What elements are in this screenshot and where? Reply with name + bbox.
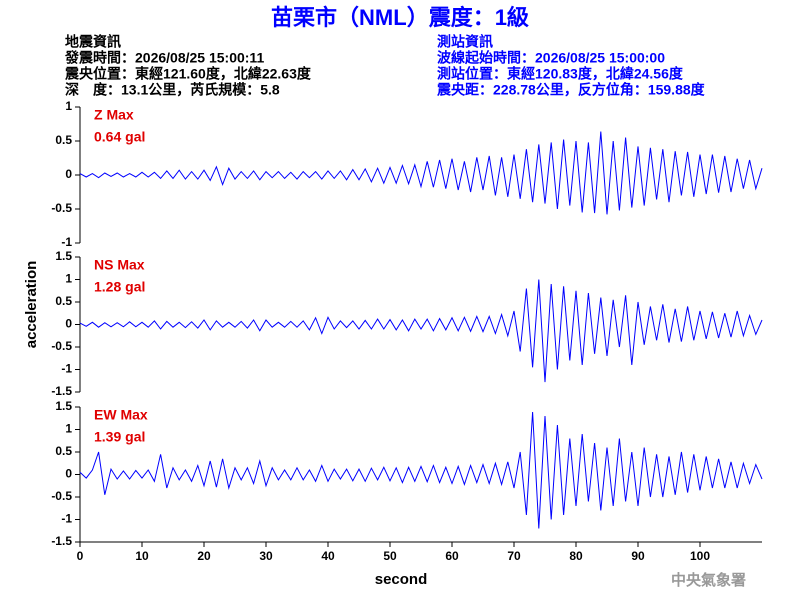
y-tick-label: 0.5	[55, 133, 72, 147]
y-tick-label: -1	[61, 235, 72, 249]
y-tick-label: 0	[65, 467, 72, 481]
annotation: 0.64 gal	[94, 129, 145, 145]
y-tick-label: -1.5	[51, 384, 72, 398]
info-line: 波線起始時間：2026/08/25 15:00:00	[437, 50, 665, 66]
y-tick-label: -0.5	[51, 201, 72, 215]
x-tick-label: 70	[507, 549, 521, 563]
x-tick-label: 50	[383, 549, 397, 563]
x-tick-label: 40	[321, 549, 335, 563]
x-tick-label: 80	[569, 549, 583, 563]
y-tick-label: 0	[65, 317, 72, 331]
y-tick-label: 1.5	[55, 399, 72, 413]
annotation: Z Max	[94, 107, 134, 123]
x-tick-label: 90	[631, 549, 645, 563]
info-line: 發震時間：2026/08/25 15:00:11	[64, 50, 264, 66]
y-tick-label: 0.5	[55, 444, 72, 458]
chart-title: 苗栗市（NML）震度：1級	[271, 5, 529, 30]
y-tick-label: -1	[61, 362, 72, 376]
info-line: 震央位置：東經121.60度，北緯22.63度	[64, 66, 312, 82]
annotation: NS Max	[94, 257, 145, 273]
x-tick-label: 30	[259, 549, 273, 563]
info-line: 測站位置：東經120.83度，北緯24.56度	[437, 66, 684, 82]
y-tick-label: -1.5	[51, 534, 72, 548]
info-line: 深 度：13.1公里，芮氏規模：5.8	[65, 82, 280, 98]
y-tick-label: 0	[65, 167, 72, 181]
annotation: EW Max	[94, 407, 148, 423]
x-tick-label: 60	[445, 549, 459, 563]
info-line: 測站資訊	[437, 34, 493, 50]
y-axis-label: acceleration	[23, 261, 40, 349]
waveform	[79, 131, 763, 215]
annotation: 1.39 gal	[94, 429, 145, 445]
info-line: 地震資訊	[65, 34, 121, 50]
annotation: 1.28 gal	[94, 279, 145, 295]
waveform	[79, 411, 763, 529]
y-tick-label: 1.5	[55, 249, 72, 263]
x-axis-label: second	[375, 571, 428, 588]
y-tick-label: -0.5	[51, 489, 72, 503]
y-tick-label: -1	[61, 512, 72, 526]
y-tick-label: -0.5	[51, 339, 72, 353]
y-tick-label: 1	[65, 272, 72, 286]
y-tick-label: 1	[65, 422, 72, 436]
watermark: 中央氣象署	[671, 571, 746, 589]
x-tick-label: 20	[197, 549, 211, 563]
y-tick-label: 1	[65, 99, 72, 113]
waveform	[79, 279, 763, 383]
y-tick-label: 0.5	[55, 294, 72, 308]
x-tick-label: 100	[690, 549, 710, 563]
x-tick-label: 0	[77, 549, 84, 563]
x-tick-label: 10	[135, 549, 149, 563]
info-line: 震央距：228.78公里，反方位角：159.88度	[436, 82, 706, 98]
